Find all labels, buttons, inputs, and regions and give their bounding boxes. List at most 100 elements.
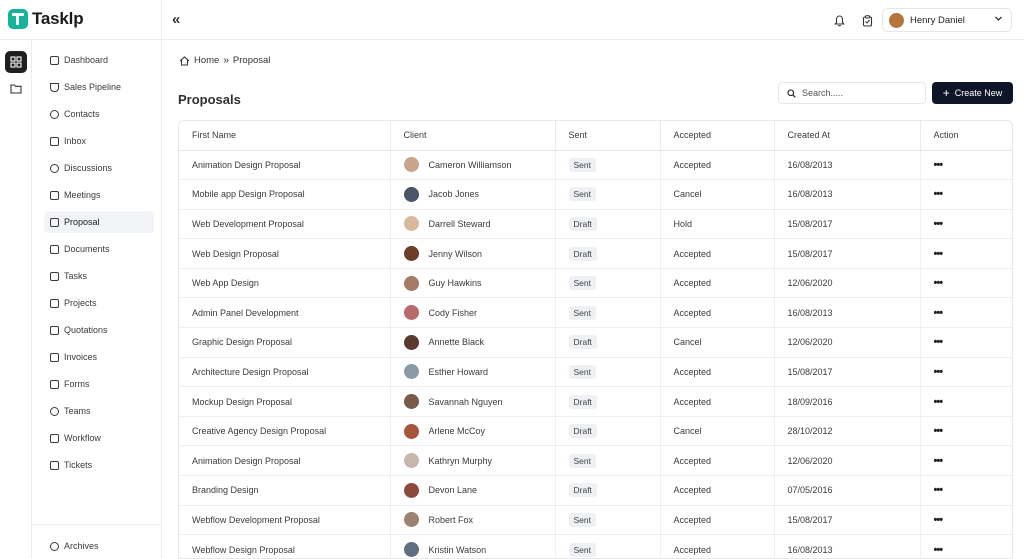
client-name: Robert Fox (428, 514, 474, 525)
action-cell: ••• (920, 357, 1012, 388)
table-row[interactable]: Creative Agency Design Proposal Arlene Mc… (179, 416, 1012, 447)
more-options-icon[interactable]: ••• (933, 188, 944, 201)
sidebar-item-workflow[interactable]: Workflow (44, 427, 154, 449)
proposal-name[interactable]: Mockup Design Proposal (179, 386, 391, 417)
proposal-name[interactable]: Admin Panel Development (179, 297, 391, 329)
more-options-icon[interactable]: ••• (933, 484, 944, 497)
sidebar: Dashboard Sales Pipeline Contacts Inbox … (33, 40, 161, 559)
proposal-name[interactable]: Web Development Proposal (179, 209, 391, 240)
table-row[interactable]: Webflow Development Proposal Robert Fox Se… (179, 505, 1012, 536)
sidebar-item-label: Invoices (64, 352, 98, 362)
client-cell: Savannah Nguyen (390, 386, 556, 417)
more-options-icon[interactable]: ••• (933, 277, 944, 290)
sidebar-item-discussions[interactable]: Discussions (44, 157, 154, 179)
tasks-button[interactable] (857, 11, 877, 31)
proposal-name[interactable]: Webflow Development Proposal (179, 505, 391, 536)
more-options-icon[interactable]: ••• (933, 543, 944, 556)
sidebar-item-meetings[interactable]: Meetings (44, 184, 154, 206)
sidebar-item-forms[interactable]: Forms (44, 373, 154, 395)
more-options-icon[interactable]: ••• (933, 454, 944, 467)
avatar (403, 512, 419, 528)
breadcrumb-separator: » (223, 55, 229, 66)
table-row[interactable]: Webflow Design Proposal Kristin Watson Sen… (179, 534, 1012, 558)
sent-cell: Sent (555, 297, 661, 329)
table-row[interactable]: Branding Design Devon Lane Draft Accepted 07… (179, 475, 1012, 506)
more-options-icon[interactable]: ••• (933, 306, 944, 319)
proposal-name[interactable]: Animation Design Proposal (179, 445, 391, 477)
proposal-name[interactable]: Mobile app Design Proposal (179, 179, 391, 210)
status-badge: Sent (568, 305, 596, 320)
more-options-icon[interactable]: ••• (933, 247, 944, 260)
sidebar-item-tickets[interactable]: Tickets (44, 454, 154, 476)
sidebar-item-tasks[interactable]: Tasks (44, 265, 154, 287)
proposal-name[interactable]: Web Design Proposal (179, 238, 391, 269)
breadcrumb-current: Proposal (232, 55, 271, 66)
more-options-icon[interactable]: ••• (933, 513, 944, 526)
sidebar-item-sales-pipeline[interactable]: Sales Pipeline (44, 76, 154, 98)
user-menu[interactable]: Henry Daniel (882, 8, 1012, 32)
more-options-icon[interactable]: ••• (933, 425, 944, 438)
sidebar-item-projects[interactable]: Projects (44, 292, 154, 314)
proposal-name[interactable]: Webflow Design Proposal (179, 534, 391, 558)
more-options-icon[interactable]: ••• (933, 336, 944, 349)
create-new-button[interactable]: + Create New (932, 82, 1013, 104)
folder-icon (10, 83, 22, 94)
sidebar-item-invoices[interactable]: Invoices (44, 346, 154, 368)
sidebar-item-archives[interactable]: Archives (44, 535, 154, 557)
column-header-first-name[interactable]: First Name (179, 121, 391, 151)
table-row[interactable]: Admin Panel Development Cody Fisher Sent Ac… (179, 297, 1012, 329)
sidebar-item-contacts[interactable]: Contacts (44, 103, 154, 125)
sidebar-item-documents[interactable]: Documents (44, 238, 154, 260)
avatar (403, 364, 419, 380)
sidebar-item-label: Tasks (64, 271, 88, 281)
more-options-icon[interactable]: ••• (933, 365, 944, 378)
sidebar-footer: Archives (33, 524, 161, 559)
sidebar-item-proposal[interactable]: Proposal (44, 211, 154, 233)
avatar (403, 305, 419, 321)
search-input[interactable] (802, 88, 912, 98)
notifications-button[interactable] (829, 11, 849, 31)
table-row[interactable]: Web Development Proposal Darrell Steward D… (179, 209, 1012, 240)
table-row[interactable]: Animation Design Proposal Kathryn Murphy S… (179, 445, 1012, 477)
sent-cell: Sent (555, 505, 661, 536)
proposal-name[interactable]: Creative Agency Design Proposal (179, 416, 391, 447)
collapse-sidebar-button[interactable]: « (172, 11, 181, 28)
accepted-status: Accepted (660, 505, 775, 536)
table-row[interactable]: Mockup Design Proposal Savannah Nguyen Dra… (179, 386, 1012, 417)
action-cell: ••• (920, 505, 1012, 536)
column-header-client[interactable]: Client (390, 121, 556, 151)
search-box[interactable] (778, 82, 926, 104)
status-badge: Draft (568, 335, 597, 350)
proposal-name[interactable]: Branding Design (179, 475, 391, 506)
table-row[interactable]: Graphic Design Proposal Annette Black Draf… (179, 327, 1012, 358)
sidebar-item-quotations[interactable]: Quotations (44, 319, 154, 341)
app-logo[interactable]: Tasklp (8, 9, 84, 29)
column-header-sent[interactable]: Sent (555, 121, 661, 151)
table-row[interactable]: Animation Design Proposal Cameron William… (179, 150, 1012, 181)
sidebar-item-dashboard[interactable]: Dashboard (44, 49, 154, 71)
sidebar-item-inbox[interactable]: Inbox (44, 130, 154, 152)
user-name: Henry Daniel (910, 14, 965, 26)
proposal-name[interactable]: Animation Design Proposal (179, 150, 391, 181)
accepted-status: Accepted (660, 238, 775, 269)
more-options-icon[interactable]: ••• (933, 158, 944, 171)
proposal-name[interactable]: Web App Design (179, 268, 391, 299)
table-header-row: First Name Client Sent Accepted Created … (179, 121, 1012, 151)
table-row[interactable]: Web Design Proposal Jenny Wilson Draft Acce… (179, 238, 1012, 269)
sent-cell: Draft (555, 386, 661, 417)
more-options-icon[interactable]: ••• (933, 395, 944, 408)
rail-apps-button[interactable] (5, 51, 27, 73)
column-header-created-at[interactable]: Created At (774, 121, 921, 151)
sidebar-item-teams[interactable]: Teams (44, 400, 154, 422)
table-row[interactable]: Mobile app Design Proposal Jacob Jones Sen… (179, 179, 1012, 210)
more-options-icon[interactable]: ••• (933, 217, 944, 230)
sent-cell: Sent (555, 534, 661, 558)
proposal-name[interactable]: Graphic Design Proposal (179, 327, 391, 358)
sidebar-item-label: Teams (64, 406, 91, 416)
proposal-name[interactable]: Architecture Design Proposal (179, 357, 391, 388)
column-header-accepted[interactable]: Accepted (660, 121, 775, 151)
table-row[interactable]: Web App Design Guy Hawkins Sent Accepted 12/… (179, 268, 1012, 299)
table-row[interactable]: Architecture Design Proposal Esther Howar… (179, 357, 1012, 388)
rail-folder-button[interactable] (5, 77, 27, 99)
breadcrumb-home[interactable]: Home (194, 55, 220, 66)
